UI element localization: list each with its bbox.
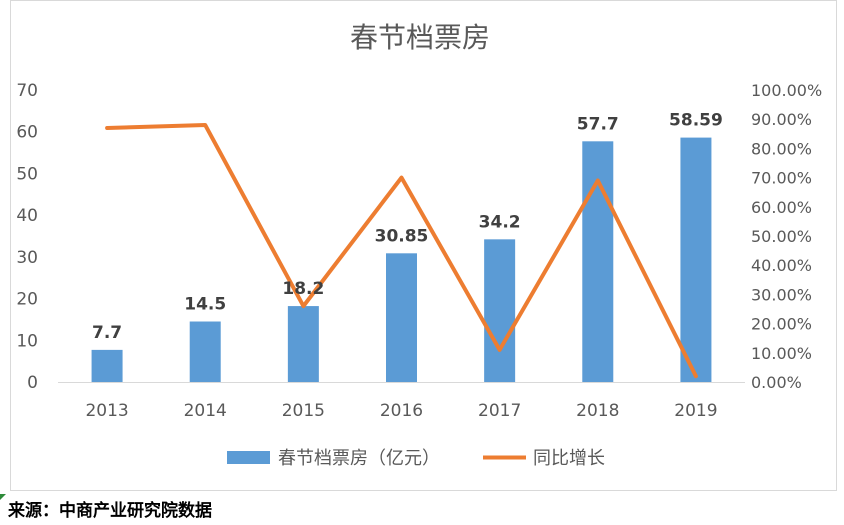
bar — [680, 137, 712, 382]
x-tick-label: 2015 — [282, 401, 325, 421]
right-tick-label: 90.00% — [751, 110, 812, 129]
left-tick-label: 50 — [16, 164, 38, 184]
left-tick-label: 70 — [16, 81, 38, 101]
bar-data-label: 14.5 — [184, 295, 226, 315]
right-tick-label: 10.00% — [751, 344, 812, 363]
bar — [287, 306, 319, 382]
chart-title: 春节档票房 — [350, 21, 490, 54]
legend-bar-swatch — [227, 451, 270, 464]
corner-marker — [0, 494, 6, 500]
bar-data-label: 58.59 — [669, 111, 723, 131]
line-series — [105, 123, 698, 379]
left-tick-label: 40 — [16, 206, 38, 226]
left-tick-label: 10 — [16, 331, 38, 351]
right-tick-label: 30.00% — [751, 285, 812, 304]
x-axis: 2013 2014 2015 2016 2017 2018 2019 — [85, 401, 717, 421]
x-tick-label: 2013 — [85, 401, 128, 421]
bar — [386, 253, 417, 382]
legend: 春节档票房（亿元） 同比增长 — [227, 448, 605, 469]
bar — [484, 239, 516, 382]
bar-data-label: 30.85 — [375, 226, 429, 246]
bar-data-label: 34.2 — [479, 212, 521, 232]
bar-data-label: 57.7 — [577, 114, 619, 134]
x-tick-label: 2014 — [184, 401, 227, 421]
bar-data-label: 7.7 — [92, 323, 122, 343]
x-tick-label: 2019 — [674, 401, 717, 421]
source-note: 来源：中商产业研究院数据 — [8, 501, 212, 521]
x-tick-label: 2017 — [478, 401, 521, 421]
bar — [189, 321, 221, 382]
x-tick-label: 2018 — [576, 401, 619, 421]
right-tick-label: 70.00% — [751, 169, 812, 188]
right-tick-label: 60.00% — [751, 198, 812, 217]
legend-bar-label: 春节档票房（亿元） — [278, 448, 440, 469]
left-tick-label: 20 — [16, 290, 38, 310]
bar-data-label: 18.2 — [282, 279, 324, 299]
right-tick-label: 100.00% — [751, 81, 822, 100]
growth-line — [105, 123, 698, 379]
left-tick-label: 30 — [16, 248, 38, 268]
x-tick-label: 2016 — [380, 401, 423, 421]
right-tick-label: 0.00% — [751, 373, 802, 392]
right-tick-label: 50.00% — [751, 227, 812, 246]
bar-data-labels: 7.7 14.5 18.2 30.85 34.2 57.7 58.59 — [92, 111, 723, 343]
right-tick-label: 20.00% — [751, 315, 812, 334]
right-tick-label: 80.00% — [751, 139, 812, 158]
left-axis: 0 10 20 30 40 50 60 70 — [16, 81, 38, 393]
left-tick-label: 0 — [27, 373, 38, 393]
right-tick-label: 40.00% — [751, 256, 812, 275]
right-axis: 0.00% 10.00% 20.00% 30.00% 40.00% 50.00% 60.00… — [751, 81, 822, 392]
legend-line-label: 同比增长 — [533, 448, 605, 469]
bar — [582, 141, 614, 382]
bar — [91, 349, 123, 382]
left-tick-label: 60 — [16, 123, 38, 143]
